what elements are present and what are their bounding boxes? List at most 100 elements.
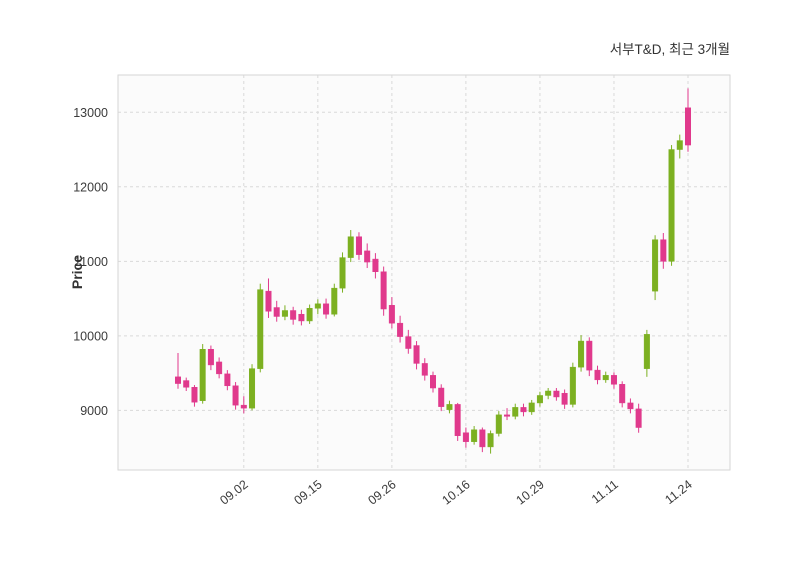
x-tick-label: 09.26 <box>365 477 398 507</box>
candle-body <box>397 322 404 337</box>
candle-down <box>273 300 280 322</box>
candle-body <box>388 305 395 324</box>
candle-up <box>471 426 478 445</box>
candle-body <box>536 395 543 404</box>
candle-down <box>610 372 617 389</box>
candle-up <box>257 283 264 373</box>
candle-down <box>421 358 428 381</box>
candle-down <box>372 253 379 279</box>
candle-body <box>553 390 560 398</box>
candle-body <box>421 363 428 376</box>
candle-body <box>413 345 420 364</box>
candle-body <box>232 385 239 406</box>
candle-down <box>586 337 593 377</box>
candle-body <box>306 308 313 322</box>
x-axis-tick-labels: 09.02 09.15 09.26 10.16 10.29 11.11 11.24 <box>217 477 694 507</box>
y-axis-tick-labels: 9000 10000 11000 12000 13000 <box>73 106 108 418</box>
y-tick-label: 10000 <box>73 329 108 343</box>
candle-body <box>545 390 552 396</box>
candle-down <box>504 408 511 421</box>
candle-down <box>462 427 469 448</box>
candle-down <box>183 377 190 391</box>
candle-up <box>495 411 502 437</box>
candle-up <box>249 364 256 411</box>
grid-layer <box>118 75 730 470</box>
candle-body <box>668 149 675 262</box>
candle-up <box>487 430 494 454</box>
candle-body <box>372 258 379 273</box>
candle-body <box>249 368 256 409</box>
candle-down <box>685 88 691 152</box>
candle-down <box>594 365 601 385</box>
x-tick-label: 09.15 <box>291 477 324 507</box>
candle-down <box>207 345 214 371</box>
candle-body <box>175 376 181 384</box>
x-tick-label: 11.11 <box>589 477 621 506</box>
plot-area-frame <box>117 74 731 471</box>
candle-body <box>240 404 247 409</box>
candle-body <box>676 140 683 150</box>
candle-down <box>413 341 420 370</box>
candle-body <box>298 313 305 322</box>
candle-body <box>520 407 527 413</box>
candle-body <box>495 414 502 434</box>
candle-up <box>339 252 346 293</box>
candle-up <box>314 299 321 315</box>
chart-title: 서부T&D, 최근 3개월 <box>610 42 730 57</box>
candle-up <box>602 371 609 383</box>
candle-body <box>660 239 667 262</box>
x-tick-label: 09.02 <box>217 477 250 507</box>
candle-body <box>462 432 469 442</box>
candle-body <box>380 271 387 310</box>
candle-body <box>183 380 190 388</box>
candle-body <box>364 250 371 263</box>
candle-up <box>569 362 576 408</box>
candle-body <box>594 369 601 381</box>
candle-down <box>660 233 667 269</box>
candle-body <box>685 107 691 146</box>
candle-down <box>397 315 404 343</box>
candle-up <box>578 335 585 372</box>
x-tick-label: 10.16 <box>439 477 472 507</box>
candle-down <box>388 297 395 329</box>
candle-body <box>454 404 461 436</box>
candle-body <box>652 239 659 292</box>
candle-body <box>216 361 223 375</box>
candle-body <box>273 307 280 317</box>
y-tick-label: 12000 <box>73 180 108 194</box>
candle-body <box>471 429 478 442</box>
candle-down <box>265 278 272 318</box>
candle-body <box>610 375 617 385</box>
candle-body <box>224 373 231 387</box>
candle-down <box>224 370 231 391</box>
candle-body <box>487 433 494 448</box>
candle-down <box>454 402 461 441</box>
candle-down <box>191 385 198 407</box>
x-tick-label: 11.24 <box>662 477 695 507</box>
candle-up <box>446 400 453 414</box>
candle-down <box>240 396 247 414</box>
candle-up <box>545 388 552 400</box>
candle-down <box>438 384 445 412</box>
candle-body <box>257 289 264 369</box>
candle-up <box>199 344 206 404</box>
candle-up <box>668 145 675 266</box>
candle-down <box>619 381 626 408</box>
y-tick-label: 13000 <box>73 106 108 120</box>
candle-down <box>290 306 297 325</box>
candle-down <box>380 266 387 316</box>
candle-up <box>331 283 338 317</box>
candle-body <box>265 290 272 312</box>
candle-body <box>199 349 206 401</box>
candle-up <box>512 403 519 420</box>
candle-body <box>430 375 436 389</box>
candle-up <box>347 230 354 263</box>
candle-body <box>479 429 486 448</box>
candle-down <box>175 352 181 389</box>
candle-down <box>430 371 436 393</box>
candle-body <box>314 303 321 309</box>
candle-up <box>676 134 683 159</box>
candle-body <box>323 303 330 315</box>
